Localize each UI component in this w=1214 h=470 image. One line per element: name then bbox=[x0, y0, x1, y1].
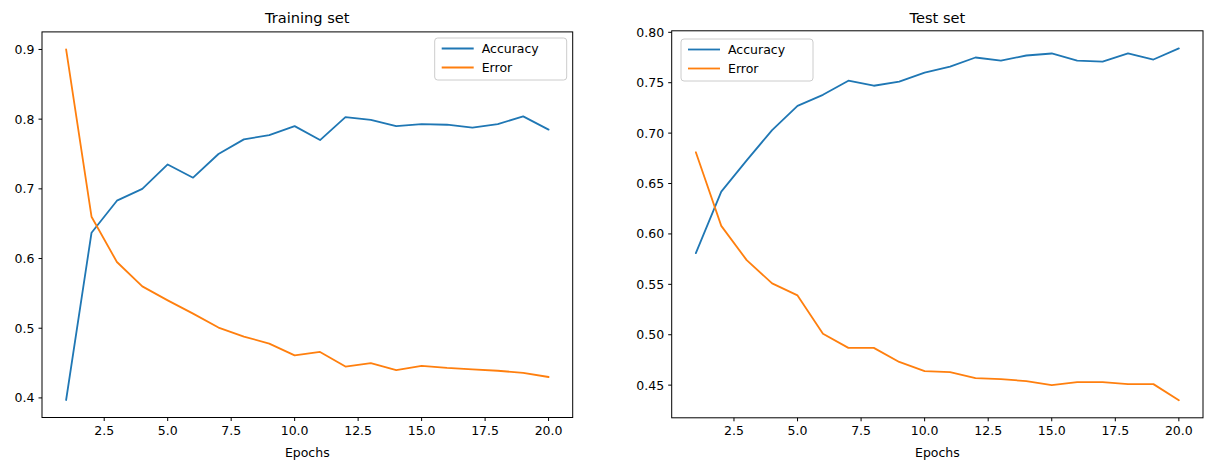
test-x-tick-label: 2.5 bbox=[724, 423, 744, 438]
training-accuracy-legend-label: Accuracy bbox=[482, 41, 540, 56]
training-x-tick-label: 12.5 bbox=[344, 423, 372, 438]
test-x-tick-label: 5.0 bbox=[788, 423, 808, 438]
test-accuracy-legend-label: Accuracy bbox=[728, 42, 786, 57]
training-y-tick-label: 0.9 bbox=[15, 42, 35, 57]
training-x-tick-label: 10.0 bbox=[281, 423, 309, 438]
test-y-tick-label: 0.55 bbox=[636, 277, 664, 292]
training-accuracy-line bbox=[66, 116, 548, 400]
training-legend: Accuracy Error bbox=[435, 38, 567, 80]
test-x-tick-label: 20.0 bbox=[1165, 423, 1193, 438]
test-x-tick-label: 12.5 bbox=[974, 423, 1002, 438]
training-y-tick-label: 0.5 bbox=[15, 321, 35, 336]
figure: 2.55.07.510.012.515.017.520.00.40.50.60.… bbox=[0, 0, 1214, 470]
training-x-tick-label: 5.0 bbox=[158, 423, 178, 438]
test-y-axis-ticks: 0.45 0.50 0.55 0.60 0.65 0.70 0.75 0.80 bbox=[636, 25, 671, 393]
test-axes-spines bbox=[672, 31, 1203, 418]
training-y-tick-label: 0.4 bbox=[15, 390, 35, 405]
test-x-tick-label: 15.0 bbox=[1038, 423, 1066, 438]
test-y-tick-label: 0.80 bbox=[636, 25, 664, 40]
training-x-tick-label: 15.0 bbox=[408, 423, 436, 438]
test-x-axis-ticks: 2.5 5.0 7.5 10.0 12.5 15.0 17.5 20.0 bbox=[724, 418, 1193, 439]
test-y-tick-label: 0.70 bbox=[636, 126, 664, 141]
training-x-axis-ticks: 2.5 5.0 7.5 10.0 12.5 15.0 17.5 20.0 bbox=[94, 418, 562, 439]
test-y-tick-label: 0.45 bbox=[636, 378, 664, 393]
training-x-tick-label: 7.5 bbox=[221, 423, 241, 438]
training-x-tick-label: 20.0 bbox=[535, 423, 563, 438]
test-x-tick-label: 10.0 bbox=[911, 423, 939, 438]
training-chart: 2.55.07.510.012.515.017.520.00.40.50.60.… bbox=[15, 32, 573, 438]
training-y-axis-ticks: 0.4 0.5 0.6 0.7 0.8 0.9 bbox=[15, 42, 42, 405]
test-chart-title: Test set bbox=[909, 9, 966, 26]
test-error-line bbox=[696, 152, 1179, 400]
test-y-tick-label: 0.60 bbox=[636, 226, 664, 241]
test-chart: 2.5 5.0 7.5 10.0 12.5 15.0 17.5 20.0 0.45 0.50 0.5… bbox=[636, 25, 1203, 438]
test-error-legend-label: Error bbox=[728, 61, 759, 76]
test-y-tick-label: 0.75 bbox=[636, 75, 664, 90]
test-y-tick-label: 0.50 bbox=[636, 327, 664, 342]
test-x-axis-label: Epochs bbox=[915, 445, 960, 460]
training-y-tick-label: 0.7 bbox=[15, 181, 35, 196]
test-x-tick-label: 17.5 bbox=[1101, 423, 1129, 438]
training-x-tick-label: 2.5 bbox=[94, 423, 114, 438]
training-x-tick-label: 17.5 bbox=[471, 423, 499, 438]
training-chart-title: Training set bbox=[264, 9, 350, 26]
training-x-axis-label: Epochs bbox=[285, 445, 330, 460]
charts-canvas: 2.55.07.510.012.515.017.520.00.40.50.60.… bbox=[0, 0, 1214, 470]
test-legend: Accuracy Error bbox=[681, 39, 813, 81]
training-y-tick-label: 0.6 bbox=[15, 251, 35, 266]
training-y-tick-label: 0.8 bbox=[15, 112, 35, 127]
training-axes-spines bbox=[42, 32, 573, 418]
training-error-legend-label: Error bbox=[482, 60, 513, 75]
test-x-tick-label: 7.5 bbox=[851, 423, 871, 438]
test-y-tick-label: 0.65 bbox=[636, 176, 664, 191]
training-error-line bbox=[66, 49, 548, 377]
